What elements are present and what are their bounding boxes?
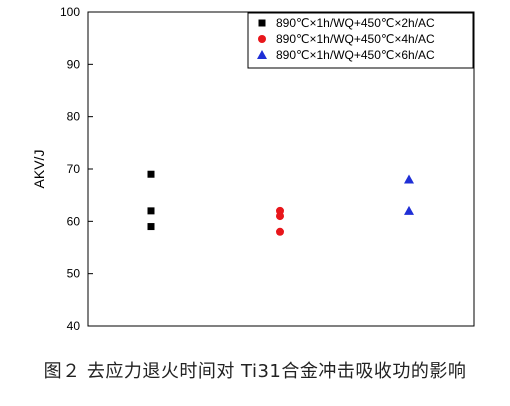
y-axis-ticks: 40 50 60 70 80 90 100 (60, 5, 93, 333)
data-point-series-3 (404, 205, 414, 215)
y-axis-label: AKV/J (31, 150, 47, 189)
y-tick-label: 50 (67, 267, 81, 281)
legend-box (247, 12, 474, 69)
data-point-series-1 (147, 170, 155, 178)
data-point-series-2 (276, 227, 284, 236)
data-point-series-3 (404, 174, 414, 184)
data-point-series-2 (276, 212, 284, 221)
legend: 890℃×1h/WQ+450℃×2h/AC 890℃×1h/WQ+450℃×4h/… (247, 12, 474, 69)
legend-label-1: 890℃×1h/WQ+450℃×2h/AC (276, 16, 435, 30)
data-point-series-1 (147, 207, 155, 215)
y-tick-label: 80 (67, 110, 81, 124)
legend-marker-1 (258, 19, 266, 27)
legend-marker-3 (257, 50, 267, 59)
chart: 40 50 60 70 80 90 100 AKV/J 890℃×1h/WQ+450℃×2h… (31, 5, 475, 333)
y-tick-label: 100 (60, 5, 80, 19)
data-point-series-1 (147, 223, 155, 231)
figure-caption: 图２ 去应力退火时间对 Ti31合金冲击吸收功的影响 (43, 361, 467, 382)
y-tick-label: 90 (67, 57, 81, 71)
y-tick-label: 70 (67, 162, 81, 176)
y-tick-label: 40 (67, 319, 81, 333)
legend-label-2: 890℃×1h/WQ+450℃×4h/AC (276, 32, 435, 46)
legend-label-3: 890℃×1h/WQ+450℃×6h/AC (276, 48, 435, 62)
y-tick-label: 60 (67, 214, 81, 228)
legend-marker-2 (258, 35, 266, 43)
data-points (147, 170, 414, 236)
